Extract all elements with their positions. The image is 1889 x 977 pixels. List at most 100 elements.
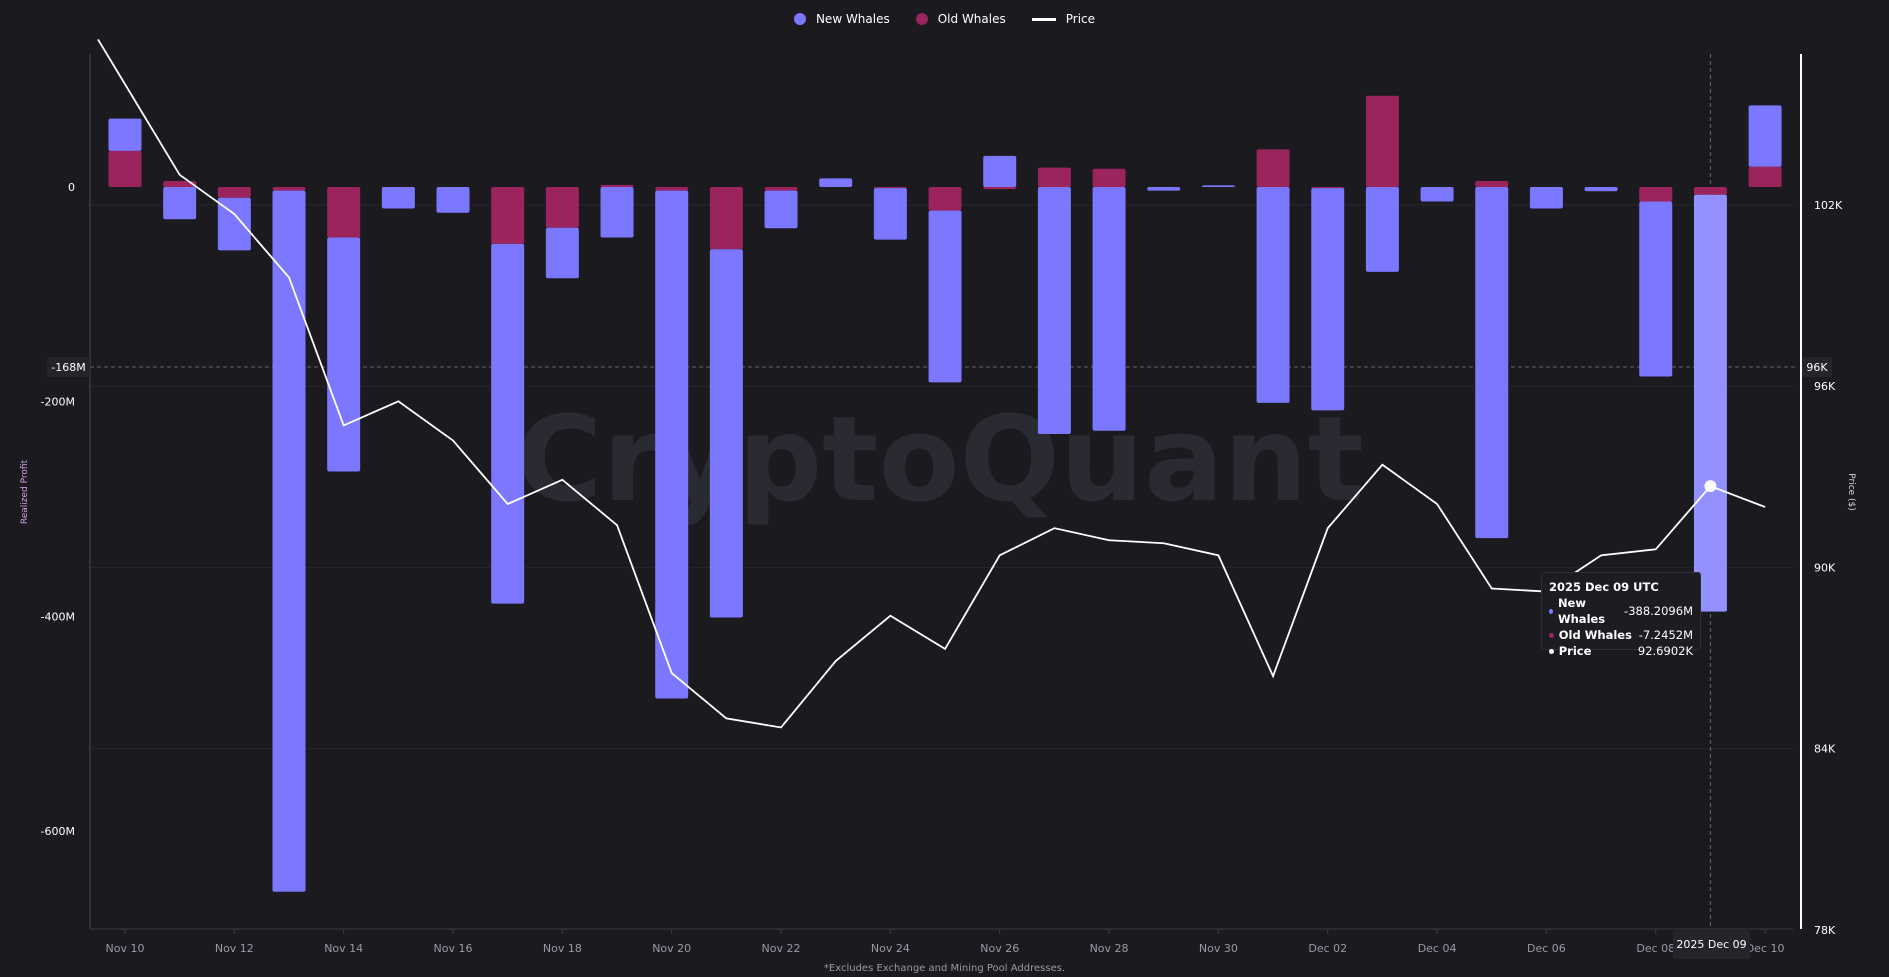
bar-old-whales	[272, 187, 306, 191]
legend-new-whales[interactable]: New Whales	[793, 12, 890, 26]
y-tick-label: 0	[68, 181, 75, 194]
y-tick-label: -600M	[41, 825, 75, 838]
old-whales-dot-icon	[915, 13, 928, 25]
bar-new-whales	[1748, 105, 1782, 167]
bar-old-whales	[1311, 187, 1345, 189]
bar-new-whales	[709, 249, 743, 618]
bar-new-whales	[1201, 185, 1235, 187]
bar-old-whales	[655, 187, 689, 191]
bar-new-whales	[655, 190, 689, 699]
y-tick-label: -200M	[41, 396, 75, 409]
bar-new-whales	[873, 188, 907, 240]
bar-new-whales	[1584, 187, 1618, 192]
tooltip-label: Price	[1558, 644, 1592, 658]
legend-old-whales[interactable]: Old Whales	[915, 12, 1006, 26]
y2-tick-label: 102K	[1814, 199, 1843, 212]
price-line-icon	[1031, 17, 1056, 21]
y-tick-label: -400M	[41, 610, 75, 623]
tooltip-label: New Whales	[1557, 596, 1606, 626]
bar-new-whales	[163, 187, 197, 220]
bar-new-whales	[1147, 187, 1181, 191]
bar-old-whales	[1475, 180, 1509, 187]
bar-new-whales	[1037, 187, 1071, 434]
bar-old-whales	[1365, 95, 1399, 187]
bar-new-whales	[1693, 194, 1727, 612]
bar-old-whales	[928, 187, 962, 211]
old-whales-dot-icon	[1549, 632, 1554, 638]
bar-old-whales	[1092, 168, 1126, 187]
price-line	[97, 38, 1766, 729]
tooltip-row-old-whales: Old Whales -7.2452M	[1549, 627, 1693, 643]
bar-new-whales	[272, 190, 306, 892]
bar-new-whales	[1529, 187, 1563, 209]
x-tick-label: Nov 20	[652, 942, 691, 955]
bar-new-whales	[819, 178, 853, 187]
bar-old-whales	[1693, 187, 1727, 195]
bar-new-whales	[108, 118, 142, 151]
bar-old-whales	[873, 187, 907, 189]
x-tick-label: Nov 24	[871, 942, 910, 955]
new-whales-dot-icon	[1549, 608, 1553, 614]
x-tick-label: Dec 08	[1636, 942, 1675, 955]
bar-old-whales	[545, 187, 579, 228]
tooltip-value: -388.2096M	[1624, 604, 1693, 618]
y2-tick-label: 96K	[1814, 380, 1836, 393]
footnote: *Excludes Exchange and Mining Pool Addre…	[823, 963, 1066, 974]
x-tick-label: Dec 10	[1746, 942, 1785, 955]
bar-old-whales	[600, 184, 634, 187]
x-tick-label: Nov 10	[106, 942, 145, 955]
bar-new-whales	[1311, 188, 1345, 411]
bar-new-whales	[491, 243, 525, 604]
bar-new-whales	[217, 197, 251, 251]
y-axis-title: Realized Profit	[20, 459, 30, 524]
y2-tick-label: 78K	[1814, 924, 1836, 937]
price-dot-icon	[1549, 648, 1554, 654]
bar-old-whales	[709, 187, 743, 250]
bar-new-whales	[1475, 187, 1509, 539]
tooltip-row-price: Price 92.6902K	[1549, 643, 1693, 659]
bar-old-whales	[1037, 167, 1071, 187]
legend-label: New Whales	[815, 12, 890, 26]
bar-old-whales	[108, 150, 142, 187]
bar-old-whales	[1748, 166, 1782, 187]
y2-axis-title: Price ($)	[1846, 473, 1856, 511]
legend-label: Old Whales	[937, 12, 1006, 26]
bar-new-whales	[983, 155, 1017, 187]
x-tick-label: Nov 22	[762, 942, 801, 955]
y2-tick-label: 90K	[1814, 561, 1836, 574]
bar-old-whales	[327, 187, 361, 238]
bar-new-whales	[381, 187, 415, 209]
x-tick-label: Nov 14	[324, 942, 363, 955]
bar-new-whales	[1420, 187, 1454, 202]
bar-new-whales	[545, 227, 579, 279]
legend-label: Price	[1065, 12, 1096, 26]
bar-old-whales	[764, 187, 798, 191]
x-tick-label: Dec 04	[1418, 942, 1457, 955]
bar-old-whales	[491, 187, 525, 244]
crosshair-x-label: 2025 Dec 09	[1673, 929, 1750, 959]
x-tick-label: Dec 06	[1527, 942, 1566, 955]
watermark: CryptoQuant	[516, 390, 1364, 528]
y2-tick-label: 84K	[1814, 743, 1836, 756]
x-tick-label: Nov 30	[1199, 942, 1238, 955]
tooltip-row-new-whales: New Whales -388.2096M	[1549, 595, 1693, 627]
legend-price[interactable]: Price	[1031, 12, 1096, 26]
bar-new-whales	[1256, 187, 1290, 403]
bar-new-whales	[1365, 187, 1399, 272]
crosshair-y2-label: 96K	[1802, 357, 1832, 377]
x-tick-label: Dec 02	[1308, 942, 1347, 955]
tooltip-value: -7.2452M	[1638, 628, 1693, 642]
legend: New Whales Old Whales Price	[0, 12, 1889, 26]
tooltip: 2025 Dec 09 UTC New Whales -388.2096M Old…	[1541, 572, 1701, 658]
tooltip-title: 2025 Dec 09 UTC	[1549, 580, 1659, 594]
bar-old-whales	[217, 187, 251, 198]
x-tick-label: Nov 28	[1090, 942, 1129, 955]
x-tick-label: Nov 18	[543, 942, 582, 955]
price-point	[1704, 480, 1717, 493]
tooltip-value: 92.6902K	[1637, 644, 1693, 658]
bar-new-whales	[1639, 201, 1673, 377]
bar-new-whales	[436, 187, 470, 213]
x-tick-label: Nov 26	[980, 942, 1019, 955]
bar-new-whales	[327, 237, 361, 472]
